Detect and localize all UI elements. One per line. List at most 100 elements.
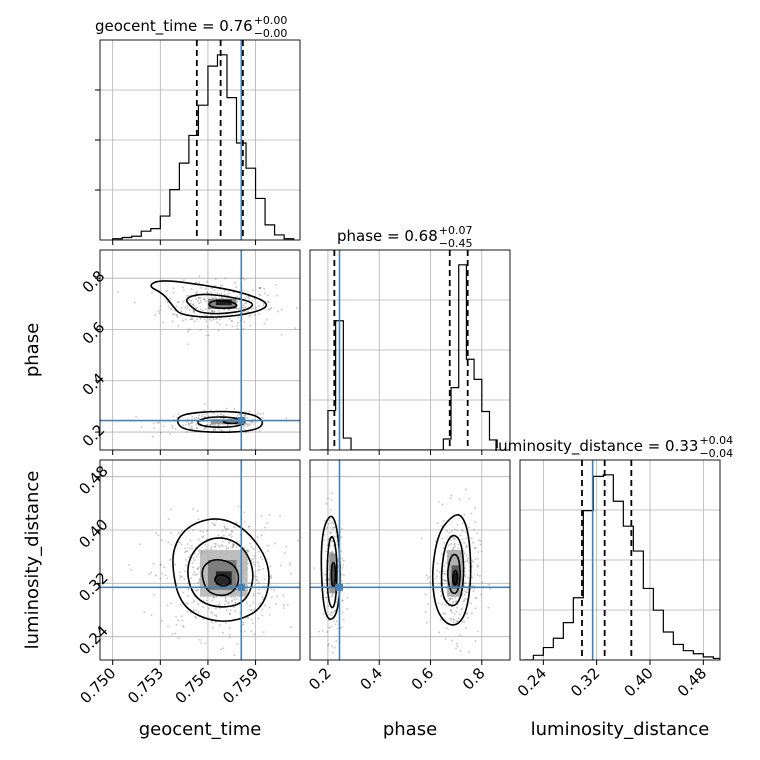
sample-point [445, 562, 447, 565]
sample-point [196, 290, 198, 293]
sample-point [463, 574, 466, 576]
sample-point [464, 597, 466, 600]
sample-point [206, 529, 209, 532]
sample-point [253, 609, 256, 611]
sample-point [449, 539, 452, 541]
sample-point [228, 317, 231, 320]
sample-point [456, 529, 458, 532]
sample-point [191, 427, 194, 430]
sample-point [258, 305, 260, 307]
sample-point [199, 308, 202, 311]
sample-point [213, 309, 216, 312]
sample-point [463, 585, 466, 587]
sample-point [161, 572, 164, 575]
sample-point [222, 647, 225, 650]
sample-point [261, 608, 264, 611]
sample-point [255, 575, 258, 578]
sample-point [445, 570, 448, 573]
sample-point [212, 596, 215, 599]
sample-point [454, 597, 457, 599]
sample-point [228, 541, 231, 543]
sample-point [184, 306, 187, 308]
sample-point [223, 290, 226, 292]
sample-point [268, 606, 271, 609]
sample-point [258, 287, 261, 290]
sample-point [467, 576, 470, 579]
sample-point [332, 611, 335, 614]
sample-point [224, 596, 227, 599]
sample-point [181, 619, 184, 622]
sample-point [264, 292, 266, 295]
sample-point [242, 277, 244, 280]
sample-point [257, 592, 260, 595]
sample-point [330, 625, 332, 628]
sample-point [202, 606, 205, 609]
sample-point [444, 580, 447, 582]
sample-point [488, 583, 491, 586]
sample-point [341, 557, 344, 560]
sample-point [330, 551, 333, 554]
sample-point [468, 526, 471, 529]
sample-point [449, 597, 452, 600]
sample-point [335, 620, 338, 623]
sample-point [329, 509, 332, 511]
sample-point [206, 292, 209, 294]
sample-point [216, 414, 219, 417]
sample-point [154, 313, 157, 316]
sample-point [285, 417, 288, 420]
sample-point [327, 605, 330, 608]
sample-point [210, 546, 213, 549]
sample-point [464, 581, 466, 584]
sample-point [159, 305, 162, 307]
sample-point [458, 613, 461, 616]
sample-point [457, 543, 460, 546]
sample-point [190, 299, 193, 302]
sample-point [267, 300, 269, 303]
sample-point [469, 602, 472, 605]
sample-point [450, 494, 453, 497]
sample-point [209, 424, 212, 427]
sample-point [328, 551, 331, 554]
sample-point [220, 544, 223, 546]
sample-point [217, 604, 220, 606]
sample-point [198, 581, 201, 583]
sample-point [200, 415, 203, 418]
x-tick-label-phase: 0.4 [356, 664, 386, 694]
sample-point [457, 617, 460, 620]
sample-point [225, 622, 227, 624]
sample-point [324, 573, 327, 576]
sample-point [182, 424, 185, 427]
sample-point [223, 603, 226, 606]
sample-point [196, 581, 199, 584]
sample-point [193, 320, 196, 323]
sample-point [346, 596, 349, 599]
sample-point [233, 598, 236, 601]
sample-point [210, 292, 213, 295]
sample-point [186, 305, 189, 307]
sample-point [223, 526, 226, 529]
sample-point [133, 301, 136, 304]
sample-point [211, 612, 214, 615]
sample-point [437, 562, 439, 565]
sample-point [212, 661, 214, 663]
sample-point [204, 642, 207, 645]
sample-point [251, 622, 254, 625]
sample-point [211, 626, 214, 629]
sample-point [329, 544, 332, 547]
sample-point [453, 619, 455, 622]
sample-point [232, 543, 235, 546]
sample-point [244, 546, 246, 549]
sample-point [248, 315, 251, 318]
sample-point [233, 407, 236, 410]
sample-point [436, 522, 439, 525]
sample-point [285, 545, 288, 548]
sample-point [255, 579, 258, 582]
sample-point [194, 615, 197, 618]
sample-point [426, 577, 429, 580]
sample-point [192, 609, 195, 612]
sample-point [208, 318, 211, 321]
sample-point [472, 541, 474, 544]
sample-point [221, 284, 224, 287]
sample-point [342, 559, 345, 562]
sample-point [157, 534, 160, 537]
